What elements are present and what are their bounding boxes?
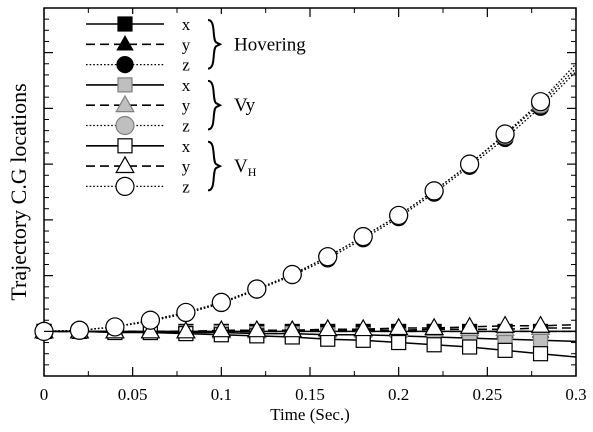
series-line: [44, 330, 577, 358]
legend-brace: [207, 19, 223, 70]
y-axis-label: Trajectory C.G locations: [6, 83, 31, 300]
legend-marker: [117, 138, 133, 154]
legend-group-label: VH: [234, 156, 257, 179]
series-vh-z: [34, 63, 577, 341]
x-tick-label: 0: [40, 385, 49, 404]
legend-group-label: Vy: [234, 95, 256, 116]
x-tick-label: 0.1: [211, 385, 232, 404]
series-layer: [34, 63, 577, 362]
legend-entry-label: x: [182, 76, 191, 95]
legend-background: [80, 14, 230, 248]
x-tick-label: 0.15: [295, 385, 325, 404]
data-point: [495, 124, 515, 144]
legend-marker: [117, 77, 133, 93]
data-point: [211, 319, 232, 338]
data-point: [353, 227, 373, 247]
data-point: [140, 310, 160, 330]
data-point: [211, 292, 231, 312]
data-point: [69, 320, 90, 340]
legend-group-label: Hovering: [234, 34, 306, 55]
data-point: [140, 320, 161, 339]
legend-group-0: xyz Hovering: [86, 15, 306, 75]
x-tick-label: 0.05: [118, 385, 148, 404]
data-point: [176, 320, 196, 339]
data-point: [317, 318, 338, 337]
data-point: [424, 317, 444, 336]
data-point: [497, 342, 513, 358]
data-point: [282, 319, 303, 338]
legend-marker: [115, 176, 135, 196]
data-point: [353, 318, 374, 337]
data-point: [424, 181, 444, 201]
legend-group-2: xyz VH: [86, 137, 257, 196]
data-point: [176, 302, 196, 323]
legend-brace: [207, 79, 223, 131]
x-tick-label: 0.2: [388, 385, 409, 404]
legend-entry-label: y: [182, 35, 191, 54]
x-tick-label: 0.25: [472, 385, 502, 404]
data-point: [426, 337, 442, 353]
legend-entry-label: x: [182, 15, 191, 34]
data-point: [389, 205, 409, 226]
data-point: [532, 346, 549, 362]
legend-marker: [115, 115, 135, 136]
legend-marker: [115, 155, 135, 174]
axis-layer: 0 0.05 0.1 0.15 0.2 0.25 0.3: [40, 8, 587, 404]
data-point: [495, 315, 515, 333]
legend-marker: [117, 16, 133, 32]
legend-marker: [115, 94, 135, 113]
legend-marker: [116, 35, 134, 51]
data-point: [105, 317, 125, 337]
data-point: [532, 332, 549, 348]
data-point: [391, 334, 407, 351]
data-point: [318, 247, 338, 267]
x-tick-label: 0.3: [565, 385, 586, 404]
legend-entry-label: x: [182, 137, 191, 156]
data-point: [388, 317, 409, 336]
legend-entry-label: y: [182, 96, 191, 115]
legend-brace: [207, 140, 223, 192]
legend-entry-label: z: [182, 177, 190, 196]
legend-entry-label: y: [182, 157, 191, 176]
data-point: [530, 92, 551, 112]
data-point: [459, 316, 480, 334]
data-point: [282, 264, 302, 285]
legend-marker: [116, 55, 134, 74]
data-point: [246, 319, 267, 338]
series-line: [44, 323, 577, 333]
legend-group-1: xyz Vy: [86, 76, 256, 136]
legend-entry-label: z: [182, 56, 190, 75]
data-point: [460, 154, 480, 174]
legend-entry-label: z: [182, 117, 190, 136]
data-point: [530, 315, 551, 333]
data-point: [247, 279, 267, 299]
data-point: [462, 339, 478, 355]
x-axis-label: Time (Sec.): [270, 405, 350, 424]
